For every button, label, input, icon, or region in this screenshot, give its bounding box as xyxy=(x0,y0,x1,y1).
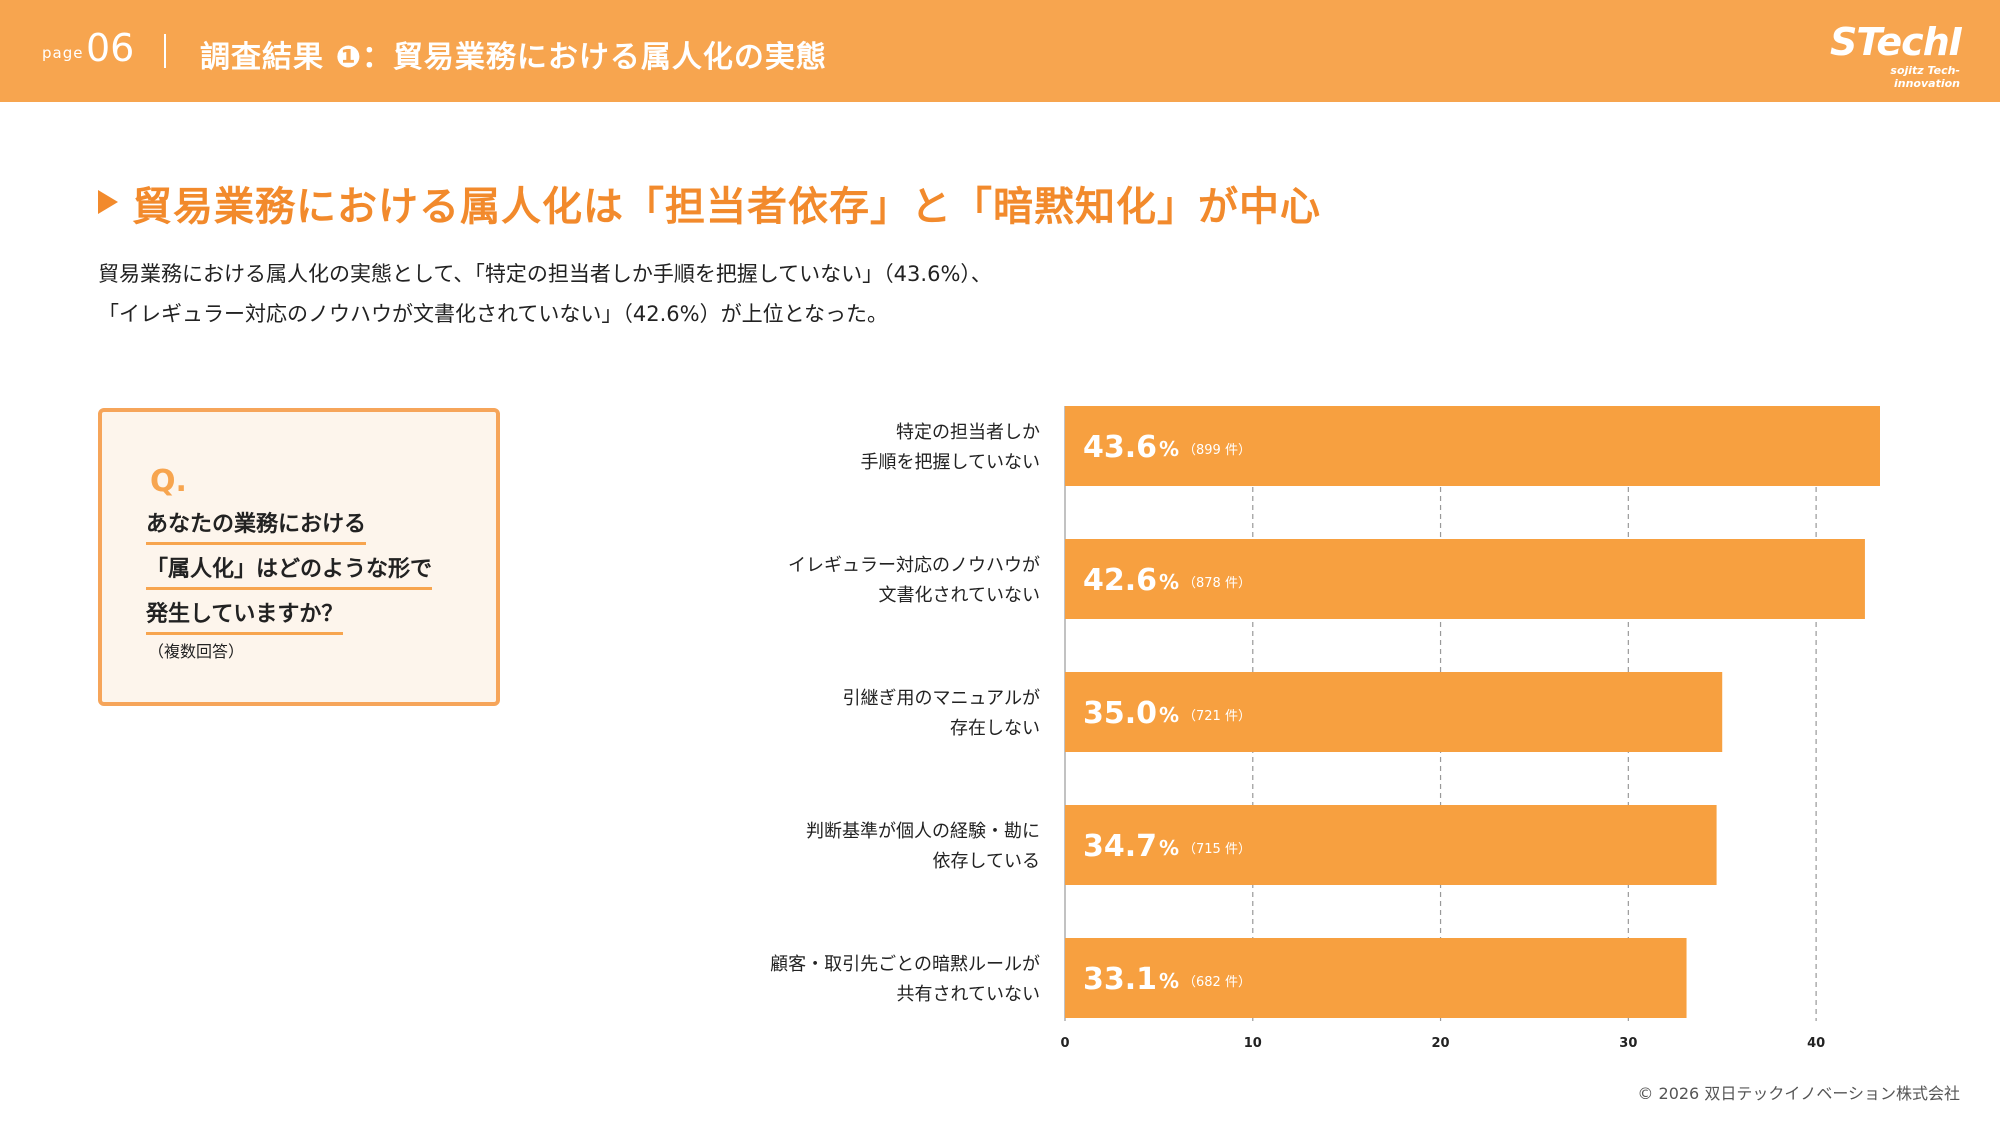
data-label-count: （715 件） xyxy=(1183,842,1251,857)
data-label-percent: % xyxy=(1159,570,1179,594)
headline-text: 貿易業務における属人化は「担当者依存」と「暗黙知化」が中心 xyxy=(132,184,1321,230)
category-label: 手順を把握していない xyxy=(861,452,1040,473)
question-line-1: あなたの業務における xyxy=(146,506,367,545)
x-tick-label: 10 xyxy=(1244,1036,1262,1051)
bar-4 xyxy=(1065,938,1687,1018)
header-divider xyxy=(164,34,166,68)
data-label-count: （682 件） xyxy=(1183,975,1251,990)
data-label-count: （899 件） xyxy=(1183,443,1251,458)
page-label: page xyxy=(42,44,84,62)
category-label: 存在しない xyxy=(950,718,1040,739)
question-note: （複数回答） xyxy=(148,642,245,661)
copyright-text: © 2026 双日テックイノベーション株式会社 xyxy=(1637,1084,1960,1103)
company-logo: STechI sojitz Tech-innovation xyxy=(1830,20,1963,90)
data-label-value: 35.0 xyxy=(1083,696,1157,731)
x-tick-label: 0 xyxy=(1060,1036,1069,1051)
bar-3 xyxy=(1065,805,1717,885)
bar-2 xyxy=(1065,672,1723,752)
data-label-percent: % xyxy=(1159,836,1179,860)
question-line-2: 「属人化」はどのような形で xyxy=(146,551,433,590)
data-label-percent: % xyxy=(1159,969,1179,993)
data-label-count: （721 件） xyxy=(1183,709,1251,724)
bar-1 xyxy=(1065,539,1865,619)
bar-0 xyxy=(1065,406,1880,486)
category-label: 引継ぎ用のマニュアルが xyxy=(843,688,1040,709)
data-label-value: 33.1 xyxy=(1083,962,1157,997)
play-arrow-icon xyxy=(98,190,118,214)
bar-chart: 0 10 20 30 40 特定の担当者しか手順を把握していない 43.6% （899 件） イ… xyxy=(770,406,1880,1051)
header-bar: page 06 調査結果 ❶：貿易業務における属人化の実態 STechI soj… xyxy=(0,0,2000,102)
category-label: 特定の担当者しか xyxy=(896,422,1040,443)
data-label-value: 34.7 xyxy=(1083,829,1157,864)
category-label: 共有されていない xyxy=(897,984,1040,1005)
summary-text: 貿易業務における属人化の実態として、「特定の担当者しか手順を把握していない」（4… xyxy=(98,254,992,334)
data-label-percent: % xyxy=(1159,437,1179,461)
x-tick-label: 20 xyxy=(1432,1036,1450,1051)
category-label: 文書化されていない xyxy=(879,585,1040,606)
x-tick-label: 30 xyxy=(1619,1036,1637,1051)
logo-tagline: sojitz Tech-innovation xyxy=(1890,64,1960,90)
section-headline: 貿易業務における属人化は「担当者依存」と「暗黙知化」が中心 xyxy=(98,174,1321,232)
data-label-percent: % xyxy=(1159,703,1179,727)
logo-wordmark: STechI xyxy=(1830,20,1963,64)
category-label: イレギュラー対応のノウハウが xyxy=(788,555,1040,576)
data-label-value: 42.6 xyxy=(1083,563,1157,598)
summary-line-1: 貿易業務における属人化の実態として、「特定の担当者しか手順を把握していない」（4… xyxy=(98,262,992,286)
data-label-value: 43.6 xyxy=(1083,430,1157,465)
category-label: 顧客・取引先ごとの暗黙ルールが xyxy=(770,954,1040,975)
x-tick-label: 40 xyxy=(1807,1036,1825,1051)
question-box: Q. あなたの業務における 「属人化」はどのような形で 発生していますか？ （複… xyxy=(98,408,500,706)
category-label: 判断基準が個人の経験・勘に xyxy=(806,821,1040,842)
header-title: 調査結果 ❶：貿易業務における属人化の実態 xyxy=(200,40,827,75)
page-number: 06 xyxy=(86,26,135,70)
question-line-3: 発生していますか？ xyxy=(146,596,344,635)
category-label: 依存している xyxy=(933,851,1040,872)
question-mark-label: Q. xyxy=(150,464,187,499)
data-label-count: （878 件） xyxy=(1183,576,1251,591)
summary-line-2: 「イレギュラー対応のノウハウが文書化されていない」（42.6%）が上位となった。 xyxy=(98,302,888,326)
question-text: あなたの業務における 「属人化」はどのような形で 発生していますか？ xyxy=(146,506,433,641)
